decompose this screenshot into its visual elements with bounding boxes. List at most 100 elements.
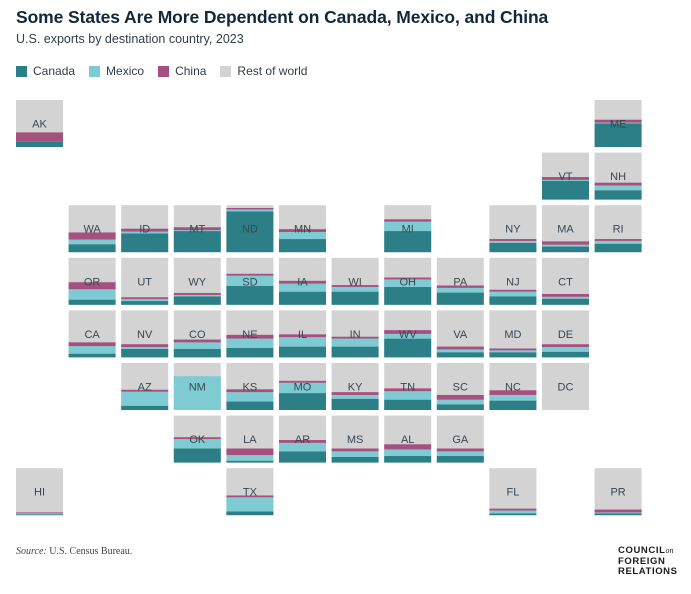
bar-china-mo	[279, 380, 326, 383]
bar-china-de	[542, 344, 589, 348]
bar-canada-de	[542, 351, 589, 358]
bar-china-ca	[68, 342, 116, 347]
state-label-pa: PA	[453, 276, 468, 288]
bar-mexico-mi	[384, 221, 432, 232]
bar-mexico-ct	[542, 296, 589, 299]
bar-mexico-fl	[489, 510, 537, 514]
bar-china-ks	[226, 389, 274, 393]
bar-canada-wa	[68, 244, 116, 253]
state-tile-va: VA	[436, 310, 484, 358]
bar-china-ga	[436, 448, 484, 452]
bar-mexico-ms	[331, 451, 379, 457]
bar-china-ar	[279, 440, 326, 443]
state-tile-tx: TX	[226, 468, 274, 516]
state-tile-wv: WV	[384, 310, 432, 358]
bar-mexico-de	[542, 347, 589, 352]
state-tile-md: MD	[489, 310, 537, 358]
bar-canada-mo	[279, 393, 326, 410]
source-text: U.S. Census Bureau.	[49, 546, 133, 557]
state-tile-ri: RI	[594, 205, 642, 253]
bar-china-vt	[542, 177, 589, 180]
bar-mexico-il	[279, 337, 326, 347]
bar-canada-az	[121, 405, 169, 410]
state-label-de: DE	[558, 329, 573, 341]
bar-canada-mn	[279, 239, 326, 253]
state-label-sc: SC	[453, 382, 468, 394]
bar-china-ut	[121, 297, 169, 300]
state-tile-sc: SC	[436, 363, 484, 410]
bar-china-ct	[542, 293, 589, 297]
bar-canada-al	[384, 456, 432, 463]
bar-mexico-mn	[279, 231, 326, 240]
state-label-or: OR	[84, 276, 101, 288]
bar-china-wy	[173, 293, 221, 295]
bar-canada-ks	[226, 401, 274, 410]
source-note: Source: U.S. Census Bureau.	[16, 546, 132, 557]
state-label-nm: NM	[189, 382, 206, 394]
bar-mexico-vt	[542, 179, 589, 181]
state-label-nv: NV	[137, 329, 153, 341]
state-tile-ar: AR	[279, 415, 326, 463]
cfr-logo: COUNCILon FOREIGN RELATIONS	[618, 545, 678, 578]
state-tile-mi: MI	[384, 205, 432, 253]
state-tile-ne: NE	[226, 310, 274, 358]
bar-china-mi	[384, 219, 432, 222]
bar-mexico-ia	[279, 283, 326, 292]
state-tile-ma: MA	[542, 205, 589, 253]
bar-china-co	[173, 339, 221, 343]
state-label-ga: GA	[452, 434, 469, 446]
tile-bg-fl	[489, 468, 537, 516]
bar-china-az	[121, 389, 169, 392]
bar-china-in	[331, 336, 379, 339]
bar-mexico-nm	[173, 376, 221, 410]
bar-mexico-ca	[68, 346, 116, 354]
state-tile-tn: TN	[384, 363, 432, 410]
state-label-la: LA	[243, 434, 257, 446]
state-label-wy: WY	[188, 276, 206, 288]
tile-bg-ut	[121, 257, 169, 305]
bar-china-la	[226, 448, 274, 456]
bar-canada-pa	[436, 292, 484, 305]
bar-china-ia	[279, 280, 326, 284]
bar-china-nv	[121, 344, 169, 348]
state-label-wi: WI	[348, 276, 361, 288]
state-label-vt: VT	[558, 171, 572, 183]
state-tile-ky: KY	[331, 363, 379, 410]
tile-bg-pr	[594, 468, 642, 516]
state-tile-mt: MT	[173, 205, 221, 253]
bar-canada-ok	[173, 448, 221, 463]
chart-title: Some States Are More Dependent on Canada…	[16, 7, 549, 27]
bar-china-or	[68, 282, 116, 290]
state-label-nd: ND	[242, 224, 258, 236]
bar-mexico-nj	[489, 291, 537, 297]
bar-china-nc	[489, 390, 537, 395]
legend-label-china: China	[175, 64, 207, 78]
bar-mexico-wy	[173, 294, 221, 297]
bar-canada-in	[331, 346, 379, 358]
state-label-in: IN	[350, 329, 361, 341]
bar-china-me	[594, 119, 642, 123]
bar-canada-ca	[68, 353, 116, 358]
state-label-al: AL	[401, 434, 414, 446]
state-tile-hi: HI	[16, 468, 63, 516]
state-label-mt: MT	[189, 224, 205, 236]
state-label-wv: WV	[399, 329, 417, 341]
state-label-ri: RI	[613, 224, 624, 236]
bar-canada-mi	[384, 231, 432, 253]
legend-swatch-canada	[16, 65, 27, 77]
state-label-ks: KS	[243, 382, 258, 394]
state-tile-id: ID	[121, 205, 169, 253]
bar-china-wi	[331, 285, 379, 287]
state-label-tn: TN	[400, 382, 415, 394]
legend: Canada Mexico China Rest of world	[16, 64, 321, 78]
bar-canada-ma	[542, 246, 589, 253]
state-label-nh: NH	[610, 171, 626, 183]
bar-china-pa	[436, 285, 484, 288]
state-label-ct: CT	[558, 276, 573, 288]
bar-canada-va	[436, 352, 484, 358]
state-label-ky: KY	[348, 382, 363, 394]
bar-canada-oh	[384, 286, 432, 305]
bar-canada-vt	[542, 180, 589, 200]
bar-china-al	[384, 444, 432, 450]
bar-mexico-pr	[594, 512, 642, 514]
